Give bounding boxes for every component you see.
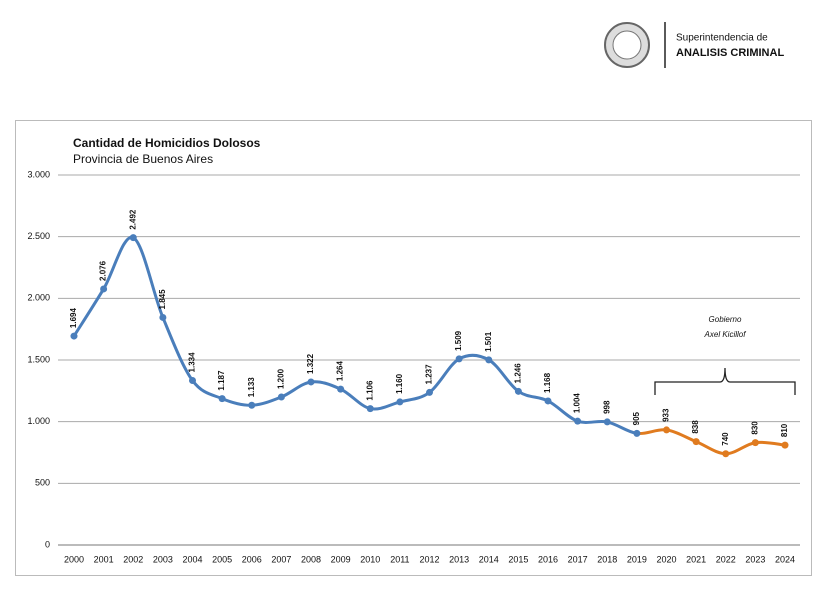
point [603,418,611,426]
x-tick-label: 2013 [449,554,469,564]
point [307,378,315,386]
point [396,398,404,406]
chart-title: Cantidad de Homicidios Dolosos [73,136,261,150]
y-tick-label: 1.000 [27,416,50,426]
x-tick-label: 2024 [775,554,795,564]
brace [654,367,796,395]
x-tick-label: 2015 [508,554,528,564]
point [248,401,256,409]
point [129,234,137,242]
x-tick-label: 2023 [745,554,765,564]
point [692,438,700,446]
value-label: 1.106 [365,380,374,401]
y-tick-label: 2.000 [27,293,50,303]
point [366,405,374,413]
point [70,332,78,340]
logo-inner [612,30,642,60]
x-tick-label: 2002 [123,554,143,564]
org-line2: ANALISIS CRIMINAL [676,47,784,59]
x-tick-label: 2012 [419,554,439,564]
value-label: 998 [602,400,611,414]
point [544,397,552,405]
value-label: 1.168 [543,372,552,393]
annotation-line: Gobierno [709,315,742,324]
value-label: 1.237 [425,364,434,385]
value-label: 810 [780,423,789,437]
y-tick-label: 3.000 [27,169,50,179]
value-label: 1.133 [247,377,256,398]
x-tick-label: 2018 [597,554,617,564]
x-tick-label: 2016 [538,554,558,564]
org-line1: Superintendencia de [676,33,768,44]
value-label: 1.322 [306,353,315,374]
x-tick-label: 2017 [568,554,588,564]
y-tick-label: 500 [35,478,50,488]
x-tick-label: 2007 [271,554,291,564]
point [455,355,463,363]
point [337,385,345,393]
point [751,439,759,447]
annotation-line: Axel Kicillof [704,330,747,339]
y-tick-label: 0 [45,539,50,549]
value-label: 933 [662,408,671,422]
point [633,429,641,437]
x-tick-label: 2020 [656,554,676,564]
point [159,313,167,321]
x-tick-label: 2010 [360,554,380,564]
x-tick-label: 2022 [716,554,736,564]
chart-subtitle: Provincia de Buenos Aires [73,152,213,166]
value-label: 1.187 [217,370,226,391]
x-tick-label: 2014 [479,554,499,564]
point [189,376,196,384]
value-label: 2.492 [128,209,137,230]
y-tick-label: 2.500 [27,231,50,241]
value-label: 1.334 [188,352,197,373]
value-label: 1.264 [336,361,345,382]
x-tick-label: 2004 [182,554,202,564]
value-label: 1.509 [454,330,463,351]
x-tick-label: 2008 [301,554,321,564]
x-tick-label: 2000 [64,554,84,564]
point [426,388,433,396]
x-tick-label: 2006 [242,554,262,564]
point [781,441,789,449]
x-tick-label: 2005 [212,554,232,564]
value-label: 1.246 [513,363,522,384]
point [485,356,493,364]
x-tick-label: 2003 [153,554,173,564]
point [514,387,522,395]
x-tick-label: 2021 [686,554,706,564]
value-label: 838 [691,420,700,434]
point [277,393,285,401]
value-label: 1.004 [573,393,582,414]
point [722,450,730,458]
value-label: 2.076 [99,260,108,281]
x-tick-label: 2019 [627,554,647,564]
point [218,395,226,403]
value-label: 1.200 [276,368,285,389]
value-label: 1.160 [395,373,404,394]
x-tick-label: 2009 [331,554,351,564]
y-tick-label: 1.500 [27,354,50,364]
connector [636,428,667,436]
value-label: 830 [750,421,759,435]
point [663,426,670,434]
point [100,285,108,293]
x-tick-label: 2011 [390,554,409,564]
value-label: 1.845 [158,289,167,310]
value-label: 1.694 [69,308,78,329]
line-series [72,236,638,435]
value-label: 1.501 [484,331,493,352]
value-label: 740 [721,432,730,446]
x-tick-label: 2001 [94,554,114,564]
point [574,417,582,425]
value-label: 905 [632,411,641,425]
chart-frame [15,120,812,576]
